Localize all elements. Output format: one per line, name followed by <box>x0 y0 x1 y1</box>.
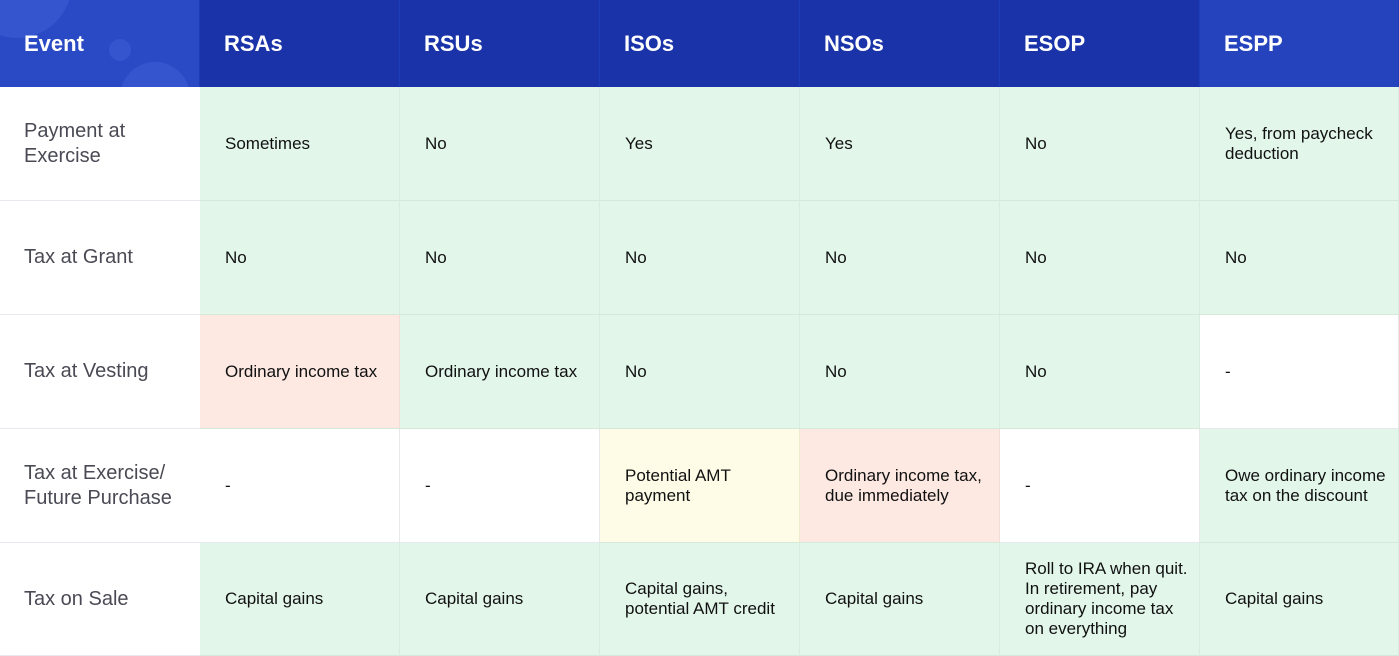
cell-isos: Capital gains, potential AMT credit <box>600 543 800 656</box>
cell-rsas: No <box>200 201 400 315</box>
header-rsas: RSAs <box>200 0 400 87</box>
cell-nsos: No <box>800 201 1000 315</box>
cell-rsas: Sometimes <box>200 87 400 201</box>
header-rsus: RSUs <box>400 0 600 87</box>
cell-esop: No <box>1000 315 1200 429</box>
cell-espp: Owe ordinary income tax on the discount <box>1200 429 1399 543</box>
cell-esop: - <box>1000 429 1200 543</box>
cell-espp: - <box>1200 315 1399 429</box>
cell-rsas: - <box>200 429 400 543</box>
header-event: Event <box>0 0 200 87</box>
cell-espp: Yes, from paycheck deduction <box>1200 87 1399 201</box>
header-nsos: NSOs <box>800 0 1000 87</box>
cell-rsus: Capital gains <box>400 543 600 656</box>
cell-isos: No <box>600 201 800 315</box>
cell-rsus: Ordinary income tax <box>400 315 600 429</box>
cell-nsos: No <box>800 315 1000 429</box>
row-label: Tax at Vesting <box>0 315 200 429</box>
cell-esop: No <box>1000 87 1200 201</box>
cell-rsus: No <box>400 87 600 201</box>
cell-nsos: Yes <box>800 87 1000 201</box>
cell-nsos: Capital gains <box>800 543 1000 656</box>
cell-espp: No <box>1200 201 1399 315</box>
decorative-bubble <box>109 39 131 61</box>
row-label: Tax on Sale <box>0 543 200 656</box>
cell-nsos: Ordinary income tax, due immediately <box>800 429 1000 543</box>
cell-esop: No <box>1000 201 1200 315</box>
cell-rsas: Ordinary income tax <box>200 315 400 429</box>
cell-rsus: No <box>400 201 600 315</box>
cell-espp: Capital gains <box>1200 543 1399 656</box>
cell-esop: Roll to IRA when quit. In retirement, pa… <box>1000 543 1200 656</box>
header-espp: ESPP <box>1200 0 1399 87</box>
row-label: Tax at Exercise/ Future Purchase <box>0 429 200 543</box>
cell-rsas: Capital gains <box>200 543 400 656</box>
header-esop: ESOP <box>1000 0 1200 87</box>
row-label: Tax at Grant <box>0 201 200 315</box>
row-label: Payment at Exercise <box>0 87 200 201</box>
cell-isos: Yes <box>600 87 800 201</box>
header-event-label: Event <box>24 30 84 56</box>
cell-isos: Potential AMT payment <box>600 429 800 543</box>
decorative-bubble <box>120 62 190 87</box>
cell-isos: No <box>600 315 800 429</box>
header-isos: ISOs <box>600 0 800 87</box>
cell-rsus: - <box>400 429 600 543</box>
